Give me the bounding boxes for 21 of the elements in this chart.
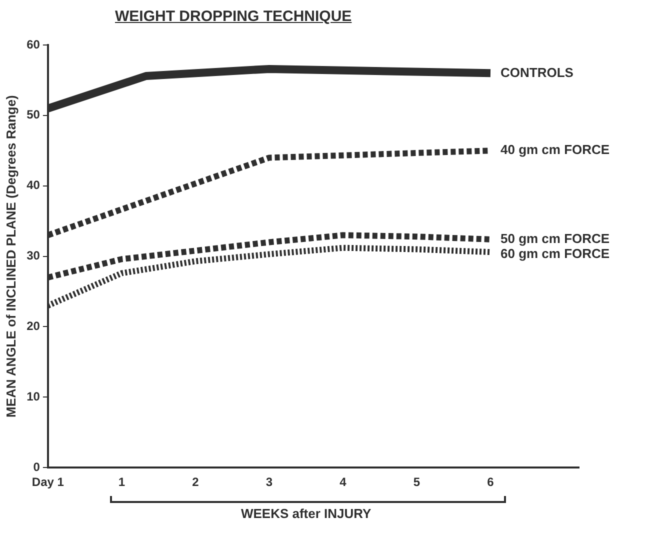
- x-tick-label: Day 1: [32, 475, 64, 490]
- x-tick-label: 3: [266, 475, 273, 490]
- y-tick-label: 30: [26, 248, 40, 263]
- x-tick-label: 1: [118, 475, 126, 490]
- y-tick-label: 60: [26, 37, 40, 52]
- x-tick-label: 4: [340, 475, 347, 490]
- series-label: 60 gm cm FORCE: [500, 246, 610, 261]
- y-tick-label: 10: [26, 389, 40, 404]
- series-label: CONTROLS: [500, 64, 574, 80]
- y-tick-label: 40: [26, 178, 40, 192]
- x-tick-label: 2: [192, 475, 200, 490]
- y-axis-title: MEAN ANGLE of INCLINED PLANE (Degrees Range): [3, 95, 18, 418]
- x-axis-title: WEEKS after INJURY: [240, 506, 372, 521]
- y-tick-label: 50: [26, 108, 40, 122]
- x-tick-label: 6: [487, 475, 494, 490]
- y-tick-label: 20: [26, 319, 40, 334]
- y-tick-label: 0: [33, 460, 40, 474]
- series-label: 50 gm cm FORCE: [500, 230, 610, 246]
- chart-title: WEIGHT DROPPING TECHNIQUE: [115, 8, 352, 25]
- x-tick-label: 5: [413, 475, 420, 490]
- series-label: 40 gm cm FORCE: [500, 142, 610, 158]
